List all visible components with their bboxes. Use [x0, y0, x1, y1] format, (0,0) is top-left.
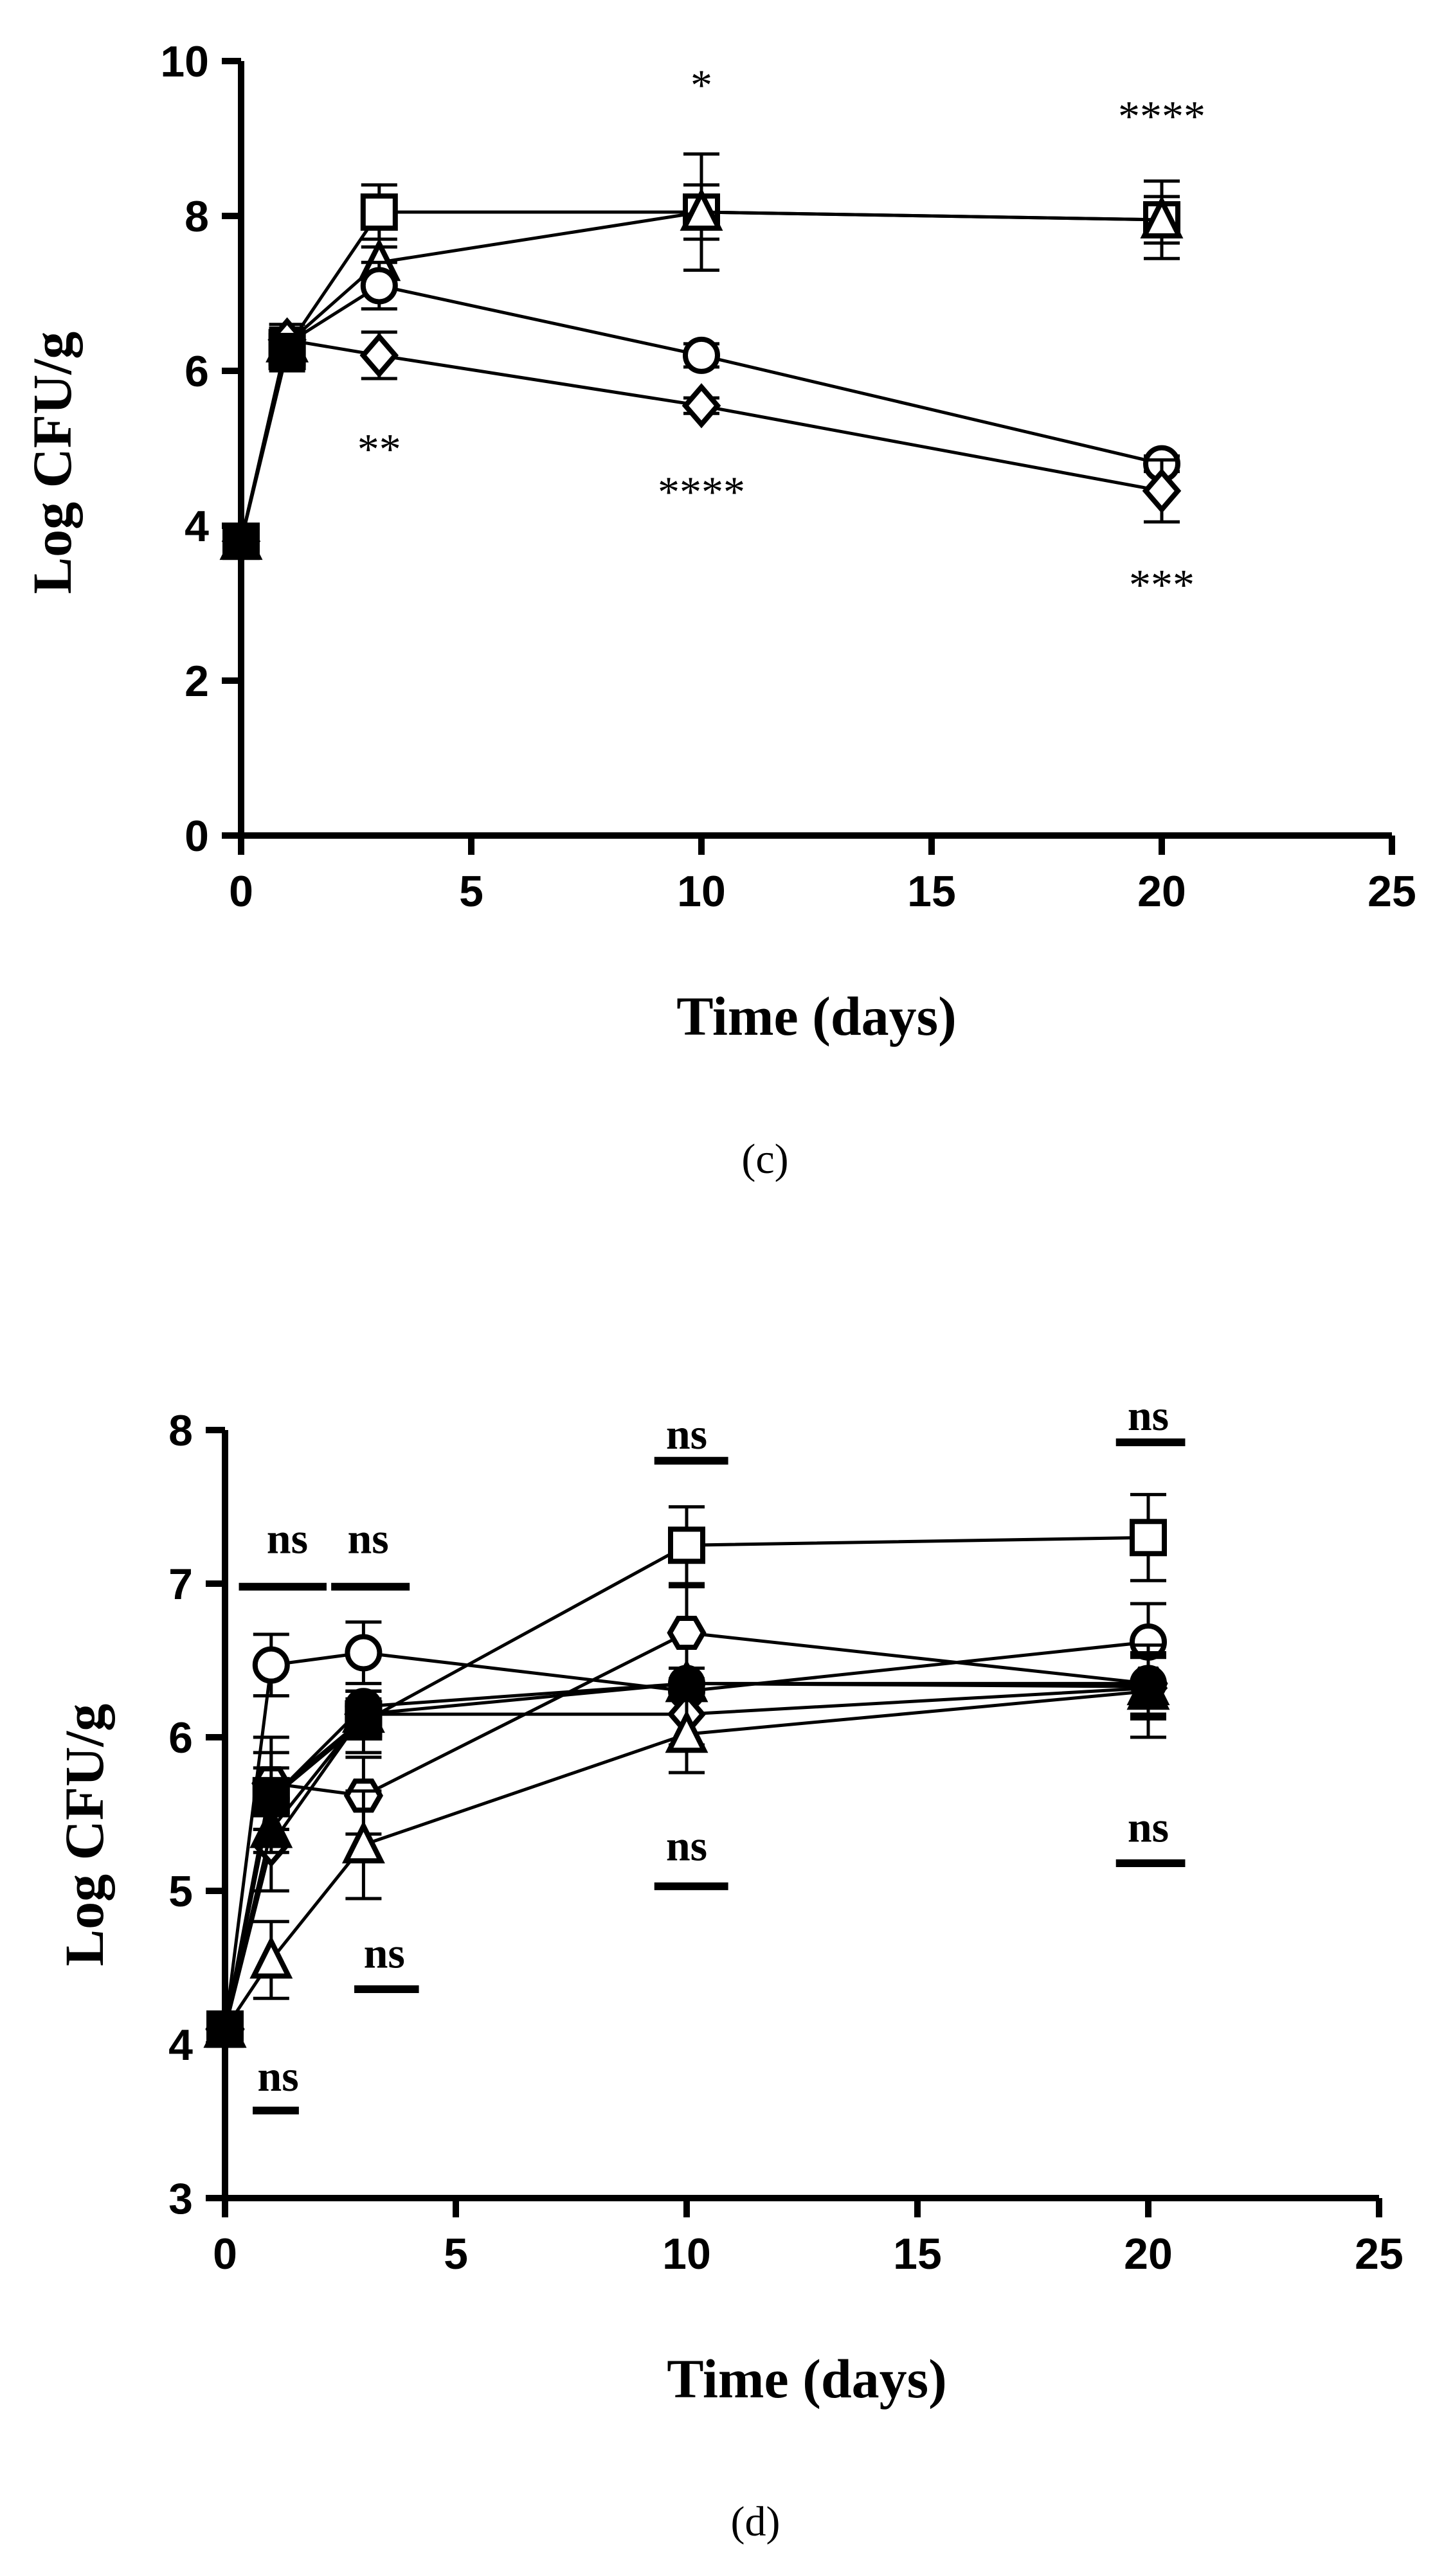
marker-square-filled: [206, 2010, 244, 2048]
x-tick-label: 10: [677, 867, 726, 916]
annotation: ns: [354, 1929, 419, 1993]
chart-panel-c: Log CFU/g Time (days) (c) 0 5 10 15 20 25 0 2 4 6…: [21, 37, 1416, 1183]
marker-hexagon-open: [667, 1615, 707, 1650]
significance-label: ***: [1129, 560, 1195, 609]
marker-triangle-open: [341, 1820, 385, 1864]
significance-label: **: [357, 425, 401, 474]
y-tick-label: 4: [168, 2021, 193, 2070]
axes: 0 5 10 15 20 25 3 4 5 6 7 8: [168, 1406, 1403, 2278]
y-tick-label: 6: [168, 1713, 193, 1762]
y-tick-label: 4: [185, 502, 209, 551]
panel-label: (c): [741, 1136, 788, 1183]
series-filled-square: [222, 332, 306, 560]
significance-label: ns: [666, 1821, 707, 1870]
y-tick-label: 3: [168, 2174, 193, 2223]
x-tick-label: 20: [1137, 867, 1186, 916]
y-tick-label: 8: [168, 1406, 193, 1455]
y-axis-title: Log CFU/g: [53, 1704, 115, 1967]
marker-triangle-open: [249, 1935, 293, 1979]
x-tick-label: 0: [213, 2230, 237, 2278]
marker-square-open: [360, 193, 398, 231]
significance-label: ****: [1118, 91, 1205, 140]
y-tick-label: 2: [185, 657, 209, 706]
annotation: ns: [331, 1514, 410, 1591]
x-tick-label: 0: [229, 867, 253, 916]
marker-triangle-filled: [1126, 1662, 1170, 1706]
marker-diamond-open: [359, 332, 399, 379]
marker-circle-open: [683, 336, 720, 374]
marker-square-filled: [222, 523, 260, 560]
annotation: ****: [1118, 91, 1205, 140]
x-tick-label: 5: [444, 2230, 468, 2278]
marker-circle-open: [360, 267, 398, 305]
y-tick-label: 8: [185, 192, 209, 241]
y-tick-label: 10: [160, 37, 209, 86]
marker-square-filled: [268, 332, 306, 370]
annotation: ns: [239, 1514, 327, 1591]
x-tick-label: 15: [893, 2230, 942, 2278]
marker-square-open: [668, 1526, 705, 1564]
y-tick-label: 5: [168, 1867, 193, 1916]
marker-triangle-filled: [665, 1659, 708, 1703]
marker-circle-open: [252, 1646, 290, 1684]
x-tick-label: 20: [1124, 2230, 1173, 2278]
significance-label: ns: [666, 1409, 707, 1458]
marker-circle-open: [345, 1634, 383, 1672]
axes: 0 5 10 15 20 25 0 2 4 6 8 10: [160, 37, 1416, 916]
marker-diamond-open: [1142, 468, 1182, 514]
x-tick-label: 25: [1355, 2230, 1403, 2278]
marker-square-filled: [345, 1700, 383, 1738]
annotation: ns: [654, 1821, 728, 1890]
annotation: ns: [654, 1409, 728, 1465]
x-tick-label: 15: [907, 867, 956, 916]
x-axis-title: Time (days): [667, 2348, 947, 2410]
annotation: ***: [1129, 560, 1195, 609]
marker-triangle-open: [665, 1710, 708, 1753]
y-tick-label: 6: [185, 347, 209, 396]
y-axis-title: Log CFU/g: [21, 332, 83, 595]
marker-square-filled: [252, 1776, 290, 1814]
x-tick-label: 10: [662, 2230, 711, 2278]
significance-label: ns: [364, 1929, 405, 1978]
annotation: **: [357, 425, 401, 474]
significance-label: ns: [267, 1514, 308, 1562]
significance-label: ns: [1128, 1803, 1169, 1852]
annotation: ****: [658, 467, 745, 516]
panel-label: (d): [731, 2498, 781, 2545]
significance-label: ns: [1128, 1391, 1169, 1440]
y-tick-label: 7: [168, 1560, 193, 1609]
significance-label: ****: [658, 467, 745, 516]
y-tick-label: 0: [185, 812, 209, 861]
marker-triangle-open: [680, 188, 723, 231]
series-filled-square: [206, 1700, 383, 2048]
series-line: [239, 351, 289, 542]
significance-label: *: [690, 60, 712, 109]
marker-triangle-open: [1140, 195, 1184, 239]
x-tick-label: 5: [459, 867, 483, 916]
annotation: *: [690, 60, 712, 109]
annotation: ns: [1115, 1391, 1186, 1447]
marker-diamond-open: [681, 383, 721, 429]
annotation: ns: [253, 2052, 299, 2115]
x-tick-label: 25: [1367, 867, 1416, 916]
marker-square-open: [1130, 1519, 1167, 1557]
chart-panel-d: Log CFU/g Time (days) (d) 0 5 10 15 20 25 3 4 5 6…: [53, 1391, 1403, 2545]
annotation: ns: [1115, 1803, 1186, 1867]
significance-label: ns: [347, 1514, 388, 1562]
significance-label: ns: [257, 2052, 298, 2100]
x-axis-title: Time (days): [676, 985, 957, 1047]
